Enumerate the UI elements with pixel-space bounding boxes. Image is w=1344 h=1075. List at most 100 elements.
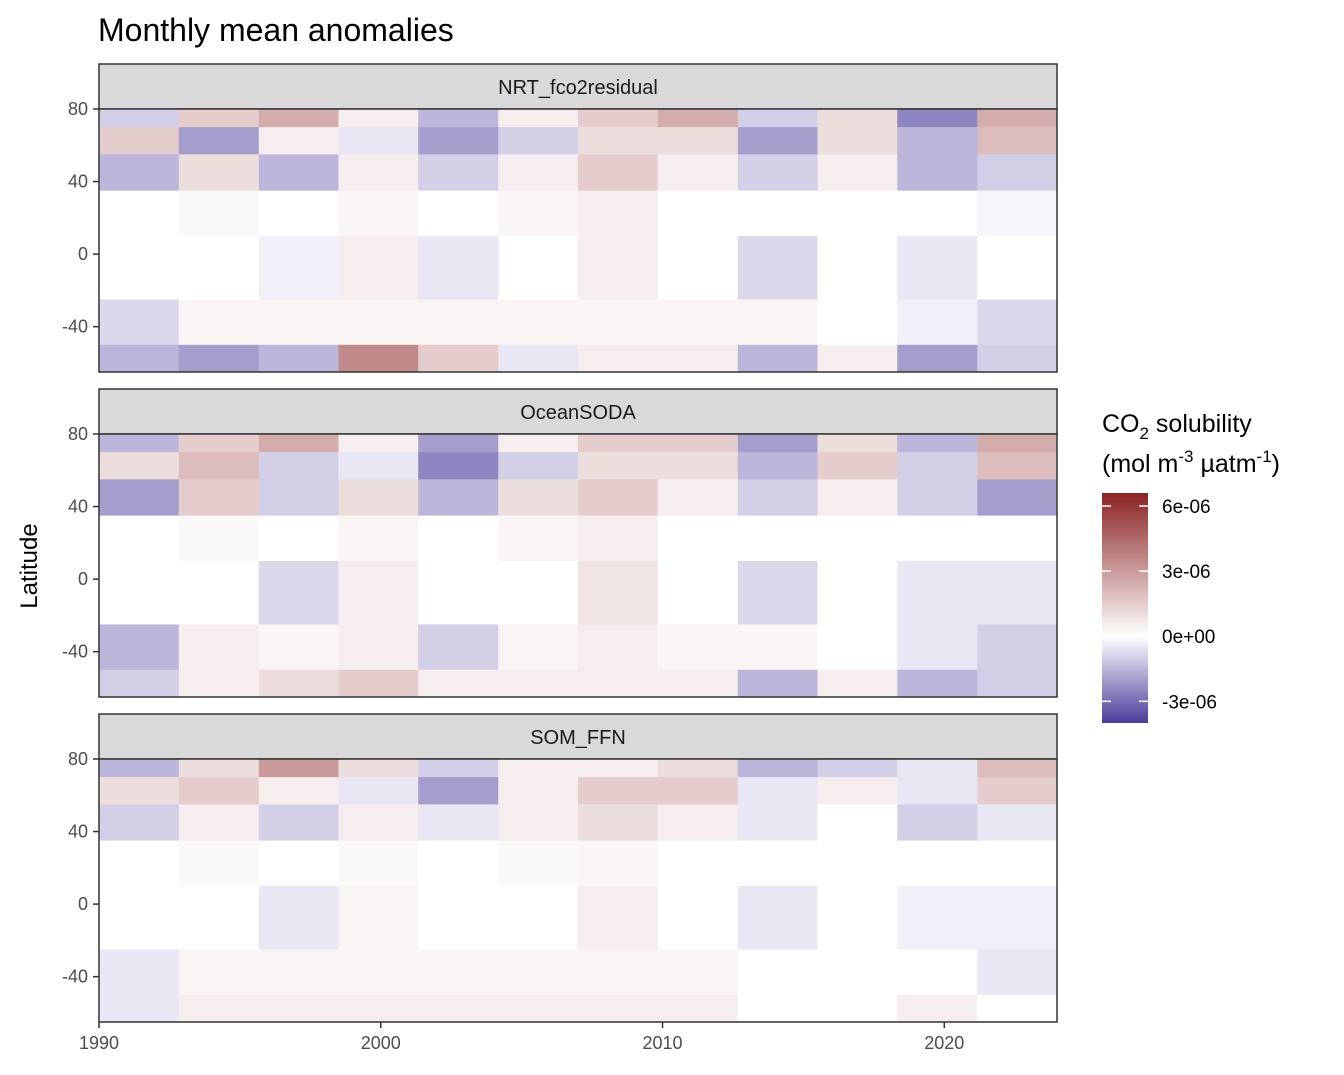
legend-tick-label: 6e-06: [1162, 497, 1211, 518]
heatmap-cell: [99, 190, 180, 237]
color-legend: CO2 solubility (mol m-3 µatm-1) 6e-06 3e-…: [1102, 410, 1280, 723]
heatmap-cell: [737, 994, 818, 1023]
heatmap-cell: [258, 669, 339, 698]
heatmap-cell: [418, 840, 499, 887]
y-tick-label: 0: [78, 244, 88, 264]
heatmap-cell: [817, 127, 898, 155]
x-tick-label: 2010: [643, 1033, 683, 1053]
heatmap-cell: [178, 840, 260, 887]
heatmap-cell: [99, 434, 180, 453]
heatmap-cell: [498, 777, 579, 805]
heatmap-cell: [498, 804, 579, 842]
heatmap-cell: [418, 299, 499, 346]
heatmap-cell: [338, 109, 419, 128]
heatmap-cell: [817, 804, 898, 842]
heatmap-cell: [578, 624, 659, 671]
heatmap-cell: [977, 299, 1058, 346]
heatmap-cell: [498, 190, 579, 237]
heatmap-cell: [418, 949, 499, 996]
panel-border: [98, 108, 1058, 373]
heatmap-cell: [657, 452, 739, 480]
heatmap-cell: [418, 515, 499, 562]
heatmap-cell: [258, 344, 339, 373]
heatmap-cell: [657, 560, 739, 625]
heatmap-cell: [498, 624, 579, 671]
heatmap-cell: [977, 452, 1058, 480]
heatmap-cell: [178, 479, 260, 517]
heatmap-cell: [498, 885, 579, 950]
heatmap-cell: [178, 515, 260, 562]
heatmap-cell: [817, 669, 898, 698]
heatmap-cell: [338, 560, 419, 625]
heatmap-cell: [657, 479, 739, 517]
legend-colorbar: [1102, 493, 1148, 723]
heatmap-cell: [657, 434, 739, 453]
heatmap-cell: [897, 109, 978, 128]
heatmap-cell: [578, 804, 659, 842]
heatmap-cell: [578, 515, 659, 562]
heatmap-cell: [897, 885, 978, 950]
facet-strip: [98, 713, 1058, 760]
heatmap-cell: [418, 804, 499, 842]
facet-strip-label: OceanSODA: [520, 402, 636, 424]
heatmap-cell: [258, 109, 339, 128]
heatmap-cell: [99, 109, 180, 128]
heatmap-cell: [418, 885, 499, 950]
heatmap-cell: [737, 235, 818, 300]
heatmap-cell: [737, 452, 818, 480]
heatmap-cell: [578, 479, 659, 517]
heatmap-cell: [498, 299, 579, 346]
heatmap-cell: [258, 452, 339, 480]
heatmap-cell: [657, 154, 739, 192]
heatmap-cell: [817, 434, 898, 453]
heatmap-cell: [578, 669, 659, 698]
heatmap-cell: [897, 804, 978, 842]
heatmap-cell: [817, 299, 898, 346]
heatmap-cell: [258, 949, 339, 996]
heatmap-cell: [99, 344, 180, 373]
heatmap-cell: [897, 840, 978, 887]
facet-strip: [98, 63, 1058, 110]
heatmap-cell: [737, 949, 818, 996]
heatmap-cell: [657, 109, 739, 128]
heatmap-cell: [178, 190, 260, 237]
heatmap-cell: [578, 109, 659, 128]
heatmap-cell: [99, 452, 180, 480]
heatmap-cell: [578, 299, 659, 346]
heatmap-cell: [258, 624, 339, 671]
heatmap-cell: [977, 235, 1058, 300]
heatmap-cell: [178, 669, 260, 698]
heatmap-cell: [897, 759, 978, 778]
heatmap-cell: [498, 479, 579, 517]
heatmap-cell: [498, 949, 579, 996]
heatmap-cell: [418, 235, 499, 300]
heatmap-cell: [338, 434, 419, 453]
heatmap-cell: [338, 885, 419, 950]
heatmap-cell: [99, 885, 180, 950]
heatmap-cells: [99, 109, 1058, 373]
heatmap-cell: [657, 759, 739, 778]
heatmap-cell: [258, 299, 339, 346]
heatmap-cell: [657, 515, 739, 562]
heatmap-cell: [418, 994, 499, 1023]
heatmap-cell: [258, 515, 339, 562]
heatmap-cell: [418, 759, 499, 778]
heatmap-cell: [977, 344, 1058, 373]
heatmap-cell: [897, 127, 978, 155]
heatmap-cell: [737, 840, 818, 887]
heatmap-cell: [578, 777, 659, 805]
heatmap-cell: [737, 344, 818, 373]
heatmap-cell: [817, 190, 898, 237]
heatmap-cell: [737, 669, 818, 698]
heatmap-cell: [578, 840, 659, 887]
heatmap-cell: [418, 434, 499, 453]
heatmap-cell: [338, 669, 419, 698]
y-tick-label: 80: [68, 424, 88, 444]
heatmap-cell: [737, 759, 818, 778]
heatmap-cell: [897, 994, 978, 1023]
heatmap-cell: [338, 515, 419, 562]
heatmap-cell: [897, 624, 978, 671]
heatmap-cell: [977, 624, 1058, 671]
heatmap-cell: [258, 560, 339, 625]
heatmap-cell: [977, 669, 1058, 698]
